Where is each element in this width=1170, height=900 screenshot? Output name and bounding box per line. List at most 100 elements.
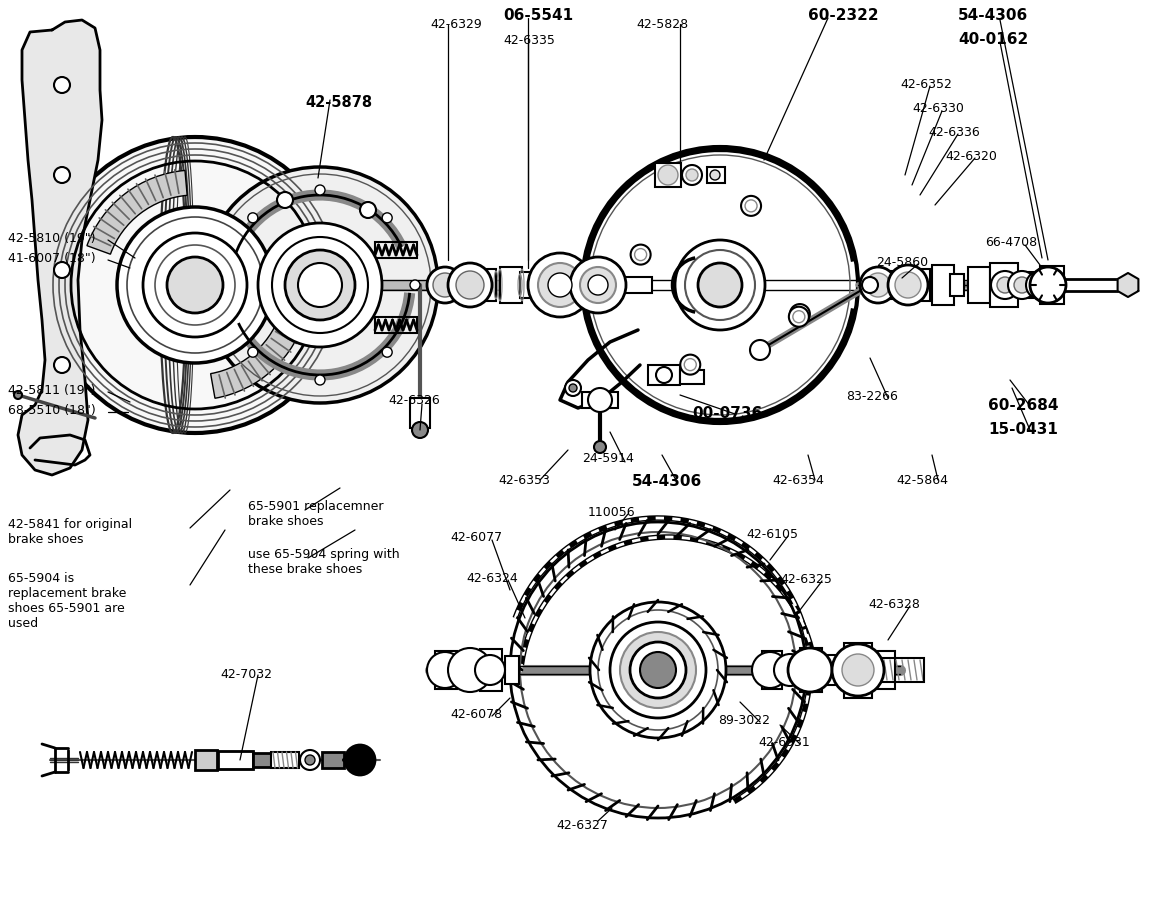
Circle shape	[842, 654, 874, 686]
Circle shape	[345, 745, 376, 775]
Text: 15-0431: 15-0431	[987, 422, 1058, 437]
Circle shape	[698, 263, 742, 307]
Bar	[825, 655, 841, 685]
Text: 42-6324: 42-6324	[466, 572, 518, 585]
Text: 00-0736: 00-0736	[691, 406, 762, 421]
Circle shape	[832, 644, 885, 696]
Bar	[800, 648, 823, 692]
Text: 68-5510 (18"): 68-5510 (18")	[8, 404, 96, 417]
Text: 42-6078: 42-6078	[450, 708, 502, 721]
Bar	[505, 656, 519, 684]
Circle shape	[167, 257, 223, 313]
Bar	[479, 269, 496, 301]
Text: 42-6331: 42-6331	[758, 736, 810, 749]
Text: 24-5860: 24-5860	[876, 256, 928, 269]
Text: 42-5811 (19"): 42-5811 (19")	[8, 384, 96, 397]
Circle shape	[680, 355, 701, 374]
Text: 89-3022: 89-3022	[718, 714, 770, 727]
Circle shape	[675, 240, 765, 330]
Text: 110056: 110056	[589, 506, 635, 519]
Text: 42-6330: 42-6330	[911, 102, 964, 115]
Circle shape	[658, 165, 677, 185]
Circle shape	[412, 422, 428, 438]
Circle shape	[594, 441, 606, 453]
Circle shape	[360, 202, 376, 218]
Text: 42-6329: 42-6329	[431, 18, 482, 31]
Circle shape	[271, 237, 369, 333]
Circle shape	[427, 652, 463, 688]
Circle shape	[538, 263, 581, 307]
Circle shape	[220, 280, 230, 290]
Circle shape	[750, 340, 770, 360]
Circle shape	[684, 250, 755, 320]
Text: 42-7032: 42-7032	[220, 668, 271, 681]
Circle shape	[789, 648, 832, 692]
Circle shape	[383, 212, 392, 223]
Circle shape	[598, 610, 718, 730]
Bar	[895, 274, 909, 296]
Circle shape	[790, 304, 810, 324]
Circle shape	[888, 265, 928, 305]
Circle shape	[686, 169, 698, 181]
Text: 42-6328: 42-6328	[868, 598, 920, 611]
Text: 42-6326: 42-6326	[388, 394, 440, 407]
Circle shape	[14, 391, 22, 399]
Circle shape	[589, 388, 612, 412]
Text: 42-6077: 42-6077	[450, 531, 502, 544]
Bar	[253, 753, 271, 767]
Circle shape	[54, 77, 70, 93]
Circle shape	[570, 257, 626, 313]
Circle shape	[448, 648, 493, 692]
Circle shape	[656, 367, 672, 383]
Circle shape	[298, 263, 342, 307]
Circle shape	[154, 245, 235, 325]
Circle shape	[427, 267, 463, 303]
Circle shape	[383, 347, 392, 357]
Circle shape	[117, 207, 273, 363]
Bar	[218, 751, 253, 769]
Bar	[968, 267, 990, 303]
Bar	[321, 280, 1030, 290]
Circle shape	[569, 384, 577, 392]
Wedge shape	[211, 309, 307, 399]
Bar	[438, 271, 456, 299]
Text: 06-5541: 06-5541	[503, 8, 573, 23]
Bar	[322, 752, 344, 768]
Circle shape	[456, 271, 484, 299]
Circle shape	[305, 755, 315, 765]
Bar	[655, 163, 681, 187]
Circle shape	[741, 196, 760, 216]
Bar	[1018, 272, 1034, 298]
Circle shape	[565, 380, 581, 396]
Circle shape	[1030, 267, 1066, 303]
Text: 60-2684: 60-2684	[987, 398, 1059, 413]
Circle shape	[793, 310, 805, 323]
Circle shape	[789, 307, 808, 327]
Bar	[480, 649, 502, 691]
Circle shape	[991, 271, 1019, 299]
Circle shape	[1009, 271, 1035, 299]
Circle shape	[285, 250, 355, 320]
Text: 54-4306: 54-4306	[632, 474, 702, 489]
Bar	[460, 655, 476, 685]
Bar	[875, 651, 895, 689]
Text: 42-6320: 42-6320	[945, 150, 997, 163]
Circle shape	[315, 185, 325, 195]
Text: 83-2266: 83-2266	[846, 390, 897, 403]
Polygon shape	[1117, 273, 1138, 297]
Bar	[271, 752, 300, 768]
Circle shape	[631, 245, 651, 265]
Text: 42-5864: 42-5864	[896, 474, 948, 487]
Circle shape	[1026, 271, 1054, 299]
Text: use 65-5904 spring with
these brake shoes: use 65-5904 spring with these brake shoe…	[248, 548, 400, 576]
Circle shape	[590, 602, 727, 738]
Text: 42-6336: 42-6336	[928, 126, 979, 139]
Bar	[376, 317, 417, 333]
Circle shape	[1032, 277, 1048, 293]
Bar	[648, 365, 680, 385]
Text: 42-6354: 42-6354	[772, 474, 824, 487]
Bar	[911, 269, 930, 301]
Text: 60-2322: 60-2322	[808, 8, 879, 23]
Bar	[624, 277, 652, 293]
Bar	[680, 370, 704, 384]
